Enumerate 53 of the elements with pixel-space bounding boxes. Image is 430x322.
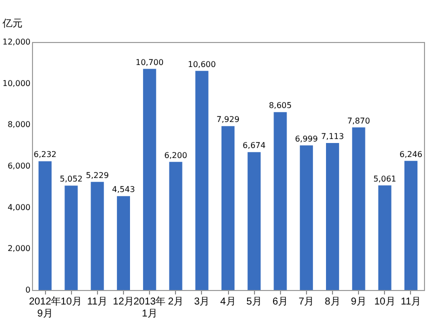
data-label: 6,232: [34, 150, 57, 160]
x-tick-label: 2013年 1月: [133, 296, 166, 320]
bar: [248, 152, 261, 290]
y-tick-label: 8,000: [8, 120, 30, 130]
x-tick-label: 7月: [298, 296, 314, 308]
y-tick-label: 4,000: [8, 202, 30, 212]
x-tick-label: 11月: [400, 296, 422, 308]
bar: [378, 185, 392, 290]
bar: [195, 70, 208, 290]
x-tick-label: 2月: [168, 296, 184, 308]
x-tick-label: 6月: [272, 296, 288, 308]
x-tick-label: 8月: [324, 296, 340, 308]
y-tick-label: 6,000: [8, 162, 30, 170]
data-label: 6,674: [242, 141, 266, 150]
y-tick-label: 2,000: [8, 244, 30, 254]
x-tick-label: 4月: [220, 296, 236, 308]
data-label: 6,999: [294, 134, 318, 144]
x-tick-label: 5月: [246, 296, 262, 308]
data-label: 5,052: [60, 174, 83, 184]
bar: [90, 182, 104, 290]
x-tick-label: 10月: [374, 296, 396, 308]
bar: [326, 143, 340, 290]
data-label: 7,929: [216, 115, 240, 124]
x-tick-label: 3月: [194, 296, 210, 308]
y-tick-label: 10,000: [2, 78, 30, 88]
x-tick-label: 9月: [350, 296, 366, 308]
data-label: 4,543: [112, 185, 135, 194]
bar: [38, 161, 52, 290]
data-label: 7,870: [347, 116, 370, 126]
y-tick-label: 0: [25, 286, 30, 294]
x-tick-label: 2012年 9月: [28, 296, 62, 320]
y-tick-label: 12,000: [2, 38, 30, 46]
bar: [404, 160, 418, 290]
data-label: 8,605: [268, 101, 292, 110]
x-tick-label: 10月: [60, 296, 82, 308]
data-label: 10,700: [136, 58, 164, 67]
data-label: 7,113: [321, 132, 344, 141]
data-label: 6,246: [399, 150, 422, 159]
bar: [116, 196, 130, 290]
bar: [352, 127, 366, 290]
y-axis-title: 亿元: [2, 18, 22, 30]
data-label: 6,200: [164, 150, 188, 160]
bar: [169, 162, 182, 290]
x-tick-label: 11月: [87, 296, 108, 308]
bar: [274, 112, 287, 290]
x-tick-label: 12月: [112, 296, 134, 308]
data-label: 5,061: [373, 174, 396, 184]
bar: [64, 186, 78, 290]
data-label: 10,600: [188, 60, 216, 69]
bar: [300, 145, 313, 290]
data-label: 5,229: [86, 170, 109, 180]
bar: [221, 126, 235, 290]
bar: [143, 68, 156, 290]
